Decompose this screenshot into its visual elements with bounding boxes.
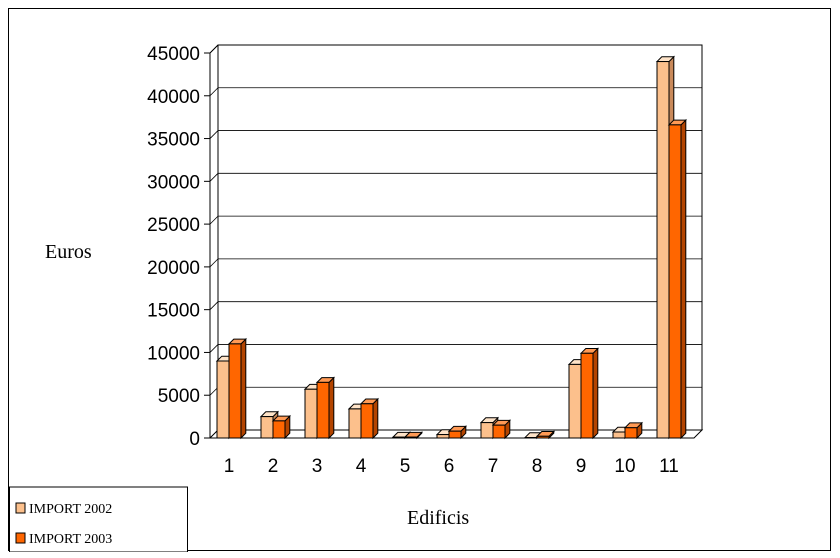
y-tick-label: 35000 <box>147 130 200 151</box>
grid-layer <box>209 44 703 439</box>
bar-side <box>592 347 599 440</box>
bar-front <box>216 360 230 439</box>
bar-front <box>480 422 494 439</box>
legend-label-2002: IMPORT 2002 <box>29 502 112 517</box>
chart-frame: 0 5000 10000 15000 20000 25000 30000 35000 40000… <box>8 8 831 552</box>
legend-swatch-2003 <box>15 532 26 544</box>
bar <box>315 376 336 440</box>
bar-front <box>348 408 362 439</box>
legend: IMPORT 2002 IMPORT 2003 <box>9 486 188 552</box>
bar-side <box>372 397 379 440</box>
legend-swatch-2002 <box>15 502 26 514</box>
bar-front <box>448 430 462 439</box>
bar-front <box>656 61 670 439</box>
bar <box>667 118 688 440</box>
legend-box <box>9 486 188 552</box>
y-tick-label: 20000 <box>147 258 200 279</box>
bar <box>403 431 424 440</box>
x-tick-label: 2 <box>268 456 279 477</box>
gridline-side <box>209 173 219 182</box>
labels-layer: 0 5000 10000 15000 20000 25000 30000 35000 40000… <box>147 44 679 477</box>
legend-label-2003: IMPORT 2003 <box>29 532 112 547</box>
bar-front <box>436 434 450 439</box>
x-axis-title: Edificis <box>407 507 469 529</box>
bar <box>491 419 512 440</box>
x-tick-label: 8 <box>532 456 543 477</box>
bar-front <box>228 343 242 439</box>
x-tick-label: 6 <box>444 456 455 477</box>
bar <box>579 347 600 440</box>
x-tick-label: 3 <box>312 456 323 477</box>
bar <box>623 421 644 440</box>
bar <box>535 430 556 440</box>
y-tick-label: 40000 <box>147 87 200 108</box>
bar-front <box>612 431 626 439</box>
bar-front <box>272 420 286 439</box>
bar-front <box>668 124 682 439</box>
bar-front <box>492 424 506 439</box>
x-tick-label: 1 <box>224 456 235 477</box>
gridline-side <box>209 258 219 268</box>
bar <box>447 425 468 440</box>
bar-front <box>316 381 330 439</box>
y-tick-label: 25000 <box>147 215 200 236</box>
x-tick-label: 5 <box>400 456 411 477</box>
y-tick-label: 5000 <box>158 386 200 407</box>
gridline-side <box>209 87 219 97</box>
bar-front <box>260 416 274 439</box>
x-tick-label: 10 <box>614 456 635 477</box>
x-tick-label: 11 <box>659 456 679 477</box>
bar-front <box>536 435 550 439</box>
bar-front <box>580 352 594 439</box>
bars-layer <box>215 55 688 440</box>
bar <box>227 337 248 440</box>
gridline-side <box>209 130 219 139</box>
x-tick-label: 9 <box>576 456 587 477</box>
bar-front <box>392 436 406 439</box>
gridline-side <box>209 344 219 353</box>
y-tick-label: 30000 <box>147 172 200 193</box>
x-tick-label: 4 <box>356 456 367 477</box>
y-tick-label: 10000 <box>147 343 200 364</box>
gridline-side <box>209 301 219 310</box>
y-tick-label: 45000 <box>147 44 200 65</box>
bar-front <box>304 388 318 439</box>
bar-front <box>624 427 638 439</box>
y-axis-top <box>209 44 219 54</box>
bar <box>359 397 380 440</box>
y-axis-title: Euros <box>45 241 92 263</box>
bar-front <box>360 403 374 439</box>
bar-side <box>328 376 335 440</box>
bar-chart: 0 5000 10000 15000 20000 25000 30000 35000 40000… <box>9 44 704 552</box>
bar-front <box>568 363 582 439</box>
y-tick-label: 15000 <box>147 301 200 322</box>
y-tick-label: 0 <box>189 429 200 450</box>
bar-front <box>404 436 418 439</box>
x-tick-label: 7 <box>488 456 499 477</box>
plot-back-wall <box>217 44 703 431</box>
bar <box>271 414 292 440</box>
bar-side <box>240 337 247 440</box>
bar-side <box>680 118 687 440</box>
gridline-side <box>209 215 219 225</box>
